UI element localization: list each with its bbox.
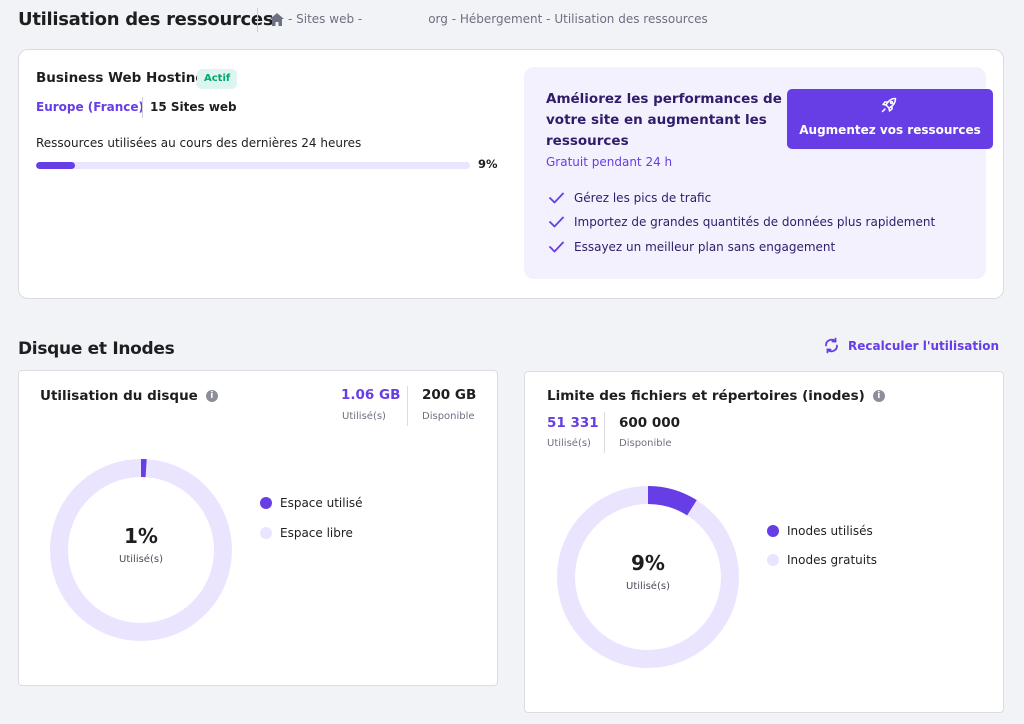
legend-dot-used [260, 497, 272, 509]
disk-used-value: 1.06 GB [341, 387, 401, 403]
legend-dot-used [767, 525, 779, 537]
legend-item-used: Inodes utilisés [767, 524, 873, 538]
inodes-available-label: Disponible [619, 438, 672, 449]
status-badge: Actif [197, 69, 238, 89]
legend-label: Inodes gratuits [787, 553, 878, 567]
disk-used-label: Utilisé(s) [342, 411, 386, 422]
disk-available-value: 200 GB [422, 387, 477, 403]
legend-item-used: Espace utilisé [260, 496, 363, 510]
promo-feature-label: Gérez les pics de trafic [574, 191, 712, 205]
legend-item-free: Inodes gratuits [767, 553, 877, 567]
legend-label: Espace libre [280, 526, 353, 540]
promo-feature-label: Essayez un meilleur plan sans engagement [574, 240, 836, 254]
check-icon [549, 241, 564, 253]
boost-resources-label: Augmentez vos ressources [799, 123, 981, 137]
inodes-donut-chart [557, 486, 739, 668]
region-link[interactable]: Europe (France) [36, 100, 145, 114]
region-divider [142, 97, 143, 118]
breadcrumb: - Sites web - org - Hébergement - Utilis… [270, 12, 708, 26]
resource-progress-fill [36, 162, 76, 169]
resource-progress-percent: 9% [478, 157, 498, 171]
info-icon[interactable]: i [872, 390, 885, 402]
resources-label: Ressources utilisées au cours des derniè… [36, 136, 362, 150]
inodes-available-value: 600 000 [619, 415, 681, 431]
disk-percent-label: Utilisé(s) [119, 554, 163, 565]
plan-name: Business Web Hosting [36, 70, 205, 86]
legend-dot-free [260, 527, 272, 539]
promo-feature-label: Importez de grandes quantités de données… [574, 215, 936, 229]
inodes-title-label: Limite des fichiers et répertoires (inod… [547, 388, 865, 404]
inodes-donut-used [557, 486, 739, 668]
promo-title: Améliorez les performances de votre site… [546, 91, 782, 149]
disk-available-label: Disponible [422, 411, 475, 422]
disk-usage-card [18, 370, 498, 686]
disk-donut-center: 1% Utilisé(s) [81, 524, 201, 565]
legend-label: Inodes utilisés [787, 524, 873, 538]
stat-divider [604, 412, 605, 453]
legend-dot-free [767, 554, 779, 566]
disk-donut-chart [50, 459, 232, 641]
refresh-icon [825, 337, 838, 354]
recalculate-usage-button[interactable]: Recalculer l'utilisation [823, 337, 999, 354]
stat-divider [407, 386, 408, 426]
disk-title-label: Utilisation du disque [40, 388, 198, 404]
disk-card-title: Utilisation du disque i [40, 388, 218, 404]
info-icon[interactable]: i [205, 390, 218, 402]
breadcrumb-rest[interactable]: org - Hébergement - Utilisation des ress… [428, 12, 708, 26]
inodes-donut-center: 9% Utilisé(s) [588, 551, 708, 592]
inodes-used-value: 51 331 [547, 415, 599, 431]
page-title: Utilisation des ressources [18, 9, 274, 30]
inodes-percent: 9% [631, 551, 665, 575]
header-divider [257, 8, 258, 32]
breadcrumb-sites[interactable]: - Sites web - [288, 12, 363, 26]
legend-item-free: Espace libre [260, 526, 353, 540]
check-icon [549, 192, 564, 204]
check-icon [549, 216, 564, 228]
disk-percent: 1% [124, 524, 158, 548]
disk-donut-used [50, 459, 232, 641]
section-title: Disque et Inodes [18, 339, 175, 359]
inodes-card-title: Limite des fichiers et répertoires (inod… [547, 388, 885, 404]
home-icon[interactable] [270, 12, 284, 26]
rocket-icon [881, 97, 897, 113]
boost-resources-button[interactable]: Augmentez vos ressources [787, 89, 993, 149]
redacted-domain [366, 12, 425, 26]
legend-label: Espace utilisé [280, 496, 363, 510]
inodes-percent-label: Utilisé(s) [626, 581, 670, 592]
sites-count: 15 Sites web [150, 100, 237, 114]
resource-progress-bar [36, 162, 470, 169]
promo-feature-item: Importez de grandes quantités de données… [549, 215, 935, 229]
inodes-used-label: Utilisé(s) [547, 438, 591, 449]
promo-subtitle: Gratuit pendant 24 h [546, 155, 673, 169]
recalculate-usage-label: Recalculer l'utilisation [848, 338, 999, 353]
promo-feature-item: Essayez un meilleur plan sans engagement [549, 240, 835, 254]
promo-feature-item: Gérez les pics de trafic [549, 191, 711, 205]
